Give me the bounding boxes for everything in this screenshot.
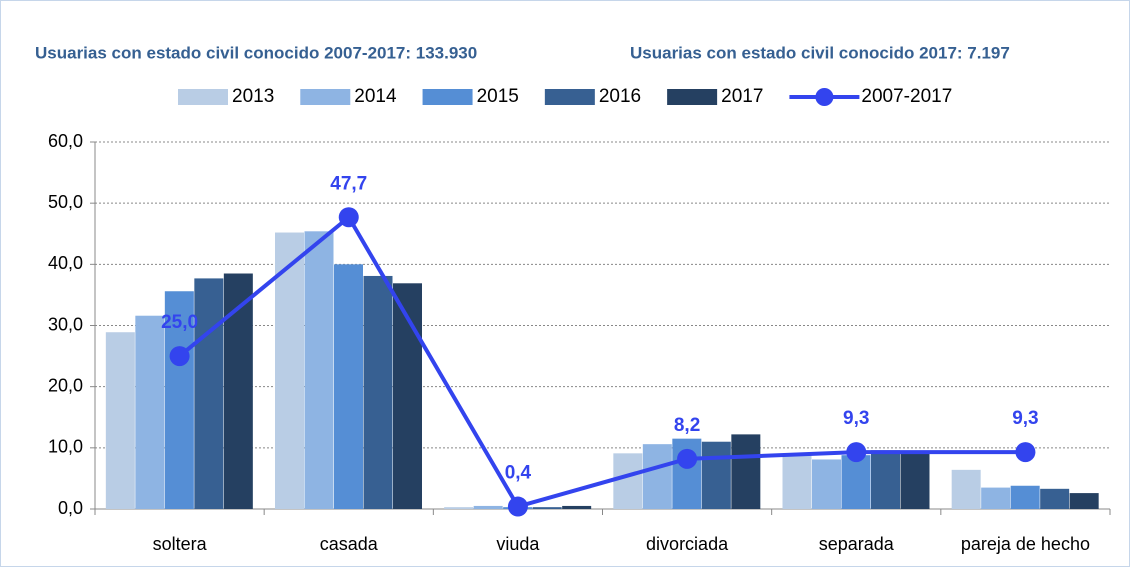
- line-marker: [507, 496, 528, 517]
- bar: [1040, 488, 1070, 509]
- y-tick-label: 10,0: [48, 437, 83, 457]
- line-marker: [338, 207, 359, 228]
- bar: [871, 450, 900, 509]
- y-tick-label: 20,0: [48, 375, 83, 395]
- legend-label: 2007-2017: [861, 86, 952, 107]
- bar: [275, 232, 304, 509]
- bar: [900, 450, 930, 509]
- bar: [105, 332, 135, 509]
- data-label: 9,3: [1012, 408, 1038, 429]
- legend-swatch: [667, 89, 718, 105]
- x-tick-label: divorciada: [646, 534, 729, 554]
- bar: [164, 291, 194, 509]
- line-marker: [846, 442, 867, 463]
- bar: [194, 278, 224, 509]
- bar: [613, 453, 643, 509]
- line-marker: [677, 448, 698, 469]
- line-marker: [169, 346, 190, 367]
- bar: [135, 315, 165, 509]
- x-tick-label: soltera: [153, 534, 208, 554]
- bar: [951, 469, 981, 509]
- data-label: 8,2: [674, 415, 700, 436]
- line: [178, 214, 1026, 509]
- legend-label: 2017: [721, 86, 763, 107]
- data-label: 9,3: [843, 408, 869, 429]
- x-tick-label: pareja de hecho: [961, 534, 1090, 554]
- data-label: 0,4: [505, 463, 532, 484]
- bar: [701, 441, 731, 509]
- legend-label: 2016: [599, 86, 641, 107]
- y-tick-label: 50,0: [48, 192, 83, 212]
- legend-label: 2014: [354, 86, 397, 107]
- bar: [334, 264, 363, 509]
- chart-title: Usuarias con estado civil conocido 2007-…: [35, 43, 477, 62]
- legend-swatch: [544, 89, 595, 105]
- bar: [444, 507, 474, 509]
- y-tick-label: 30,0: [48, 314, 83, 334]
- bar: [981, 487, 1011, 509]
- bar: [363, 275, 393, 509]
- legend-swatch: [178, 89, 228, 105]
- y-tick-label: 40,0: [48, 253, 83, 273]
- data-label: 47,7: [330, 173, 367, 194]
- bar: [1010, 485, 1040, 509]
- bar: [782, 453, 812, 509]
- chart-subtitle: Usuarias con estado civil conocido 2017:…: [630, 43, 1010, 62]
- line-marker: [1015, 442, 1036, 463]
- y-tick-label: 0,0: [58, 498, 83, 518]
- bar: [223, 273, 253, 509]
- bar: [642, 444, 672, 509]
- legend-swatch: [300, 89, 351, 105]
- legend-label: 2013: [232, 86, 274, 107]
- legend-swatch-marker: [815, 88, 834, 106]
- x-tick-label: casada: [320, 534, 379, 554]
- bar: [841, 455, 871, 509]
- bar: [562, 505, 592, 509]
- legend-label: 2015: [477, 86, 519, 107]
- bar: [731, 434, 761, 509]
- bar: [532, 507, 562, 509]
- bar: [812, 459, 841, 509]
- bar: [1069, 493, 1099, 509]
- y-tick-label: 60,0: [48, 131, 83, 151]
- x-tick-label: separada: [819, 534, 895, 554]
- x-tick-label: viuda: [496, 534, 540, 554]
- data-label: 25,0: [161, 312, 198, 333]
- bar: [304, 231, 334, 509]
- legend-swatch: [422, 89, 473, 105]
- bar: [473, 505, 503, 509]
